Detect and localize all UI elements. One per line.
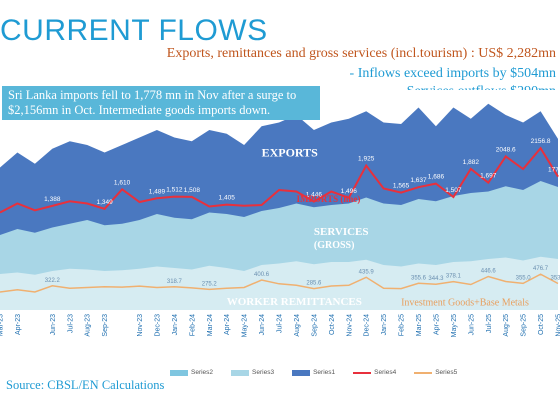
x-tick-label: Oct-24 (329, 314, 336, 335)
x-tick-label: Nov-24 (346, 314, 353, 337)
data-label: 355.6 (411, 275, 427, 281)
x-tick-label: Feb-24 (189, 314, 196, 336)
data-label: 2156.8 (531, 138, 551, 145)
x-tick-label: Aug-24 (294, 314, 301, 337)
data-label: 1,882 (463, 159, 480, 166)
legend-swatch (353, 371, 372, 374)
x-tick-label: Nov-23 (137, 314, 144, 337)
x-tick-label: Mar-23 (0, 314, 5, 336)
legend-item-series1: Series1 (292, 369, 335, 376)
legend-item-series2: Series2 (170, 369, 213, 376)
x-tick-label: May-25 (451, 314, 458, 337)
data-label: 1,610 (114, 179, 131, 186)
x-tick-label: Aug-23 (85, 314, 92, 337)
legend-swatch (231, 369, 250, 376)
investment-goods-line (0, 273, 559, 293)
data-label: 318.7 (167, 279, 183, 285)
data-label: 344.3 (428, 276, 444, 282)
legend-label: Series2 (191, 369, 214, 376)
data-label: 1,349 (96, 199, 113, 206)
chart-annotation: WORKER REMITTANCES (227, 296, 362, 308)
x-tick-label: Jan-25 (381, 314, 388, 336)
x-tick-label: Sep-25 (521, 314, 528, 337)
data-label: 1,565 (393, 183, 410, 190)
x-tick-label: Apr-23 (15, 314, 22, 335)
data-label: 1,925 (358, 156, 375, 163)
data-label: 1,512 (166, 187, 183, 194)
x-tick-label: Jun-23 (50, 314, 57, 336)
data-label: 400.6 (254, 272, 270, 278)
data-label: 378.1 (446, 274, 462, 280)
x-tick-label: Aug-25 (503, 314, 510, 337)
x-tick-label: Sep-23 (102, 314, 109, 337)
note-box: Sri Lanka imports fell to 1,778 mn in No… (2, 86, 320, 120)
x-tick-label: Dec-23 (154, 314, 161, 337)
x-tick-label: Nov-25 (556, 314, 560, 337)
legend-swatch (414, 371, 433, 374)
x-tick-label: Jun-24 (259, 314, 266, 336)
chart-annotation: (GROSS) (314, 240, 355, 251)
chart-annotation: IMPORTS (line) (296, 194, 360, 204)
legend-swatch (170, 369, 188, 376)
x-tick-label: Jun-25 (468, 314, 475, 336)
data-label: 1,637 (410, 177, 427, 184)
legend-label: Series1 (313, 369, 336, 376)
summary-inflows: Exports, remittances and gross services … (166, 46, 556, 61)
legend-swatch (292, 369, 311, 376)
chart-annotation: EXPORTS (262, 145, 319, 159)
data-label: 1,388 (44, 196, 61, 203)
data-label: 1,507 (445, 187, 462, 194)
data-label: 446.6 (481, 269, 497, 275)
x-tick-label: Oct-25 (538, 314, 545, 335)
legend-item-series3: Series3 (231, 369, 274, 376)
data-label: 2048.6 (496, 146, 516, 153)
legend: Series2 Series3 Series1 Series4 Series5 (170, 369, 457, 376)
legend-item-series5: Series5 (414, 369, 457, 376)
x-tick-label: Mar-24 (207, 314, 214, 336)
data-label: 1,496 (341, 188, 358, 195)
imports-line (0, 146, 559, 214)
data-label: 285.6 (306, 281, 322, 287)
x-tick-label: Jul-23 (67, 314, 74, 333)
data-label: 476.7 (533, 266, 549, 272)
x-tick-label: May-24 (242, 314, 249, 337)
legend-label: Series5 (435, 369, 458, 376)
data-label: 355.0 (516, 275, 532, 281)
page-title: CURRENT FLOWS (0, 14, 268, 47)
x-tick-label: Jul-24 (277, 314, 284, 333)
data-label: 1778.5 (548, 167, 560, 174)
x-tick-label: Apr-25 (433, 314, 440, 335)
source-note: Source: CBSL/EN Calculations (6, 378, 165, 392)
data-label: 435.9 (359, 269, 375, 275)
x-tick-label: Apr-24 (224, 314, 231, 335)
data-label: 1,508 (184, 187, 201, 194)
data-label: 1,489 (149, 188, 166, 195)
x-tick-label: Jan-24 (172, 314, 179, 336)
data-label: 275.2 (202, 281, 218, 287)
data-label: 1,686 (428, 174, 445, 181)
data-label: 1,446 (306, 192, 323, 199)
x-tick-label: Mar-25 (416, 314, 423, 336)
x-tick-label: Jul-25 (486, 314, 493, 333)
data-label: 1,697 (480, 173, 497, 180)
legend-label: Series3 (252, 369, 275, 376)
x-tick-label: Sep-24 (311, 314, 318, 337)
legend-item-series4: Series4 (353, 369, 396, 376)
x-tick-label: Feb-25 (399, 314, 406, 336)
data-label: 322.2 (45, 278, 61, 284)
summary-excess: - Inflows exceed imports by $504mn (349, 66, 556, 81)
chart-annotation: SERVICES (314, 226, 369, 238)
data-label: 353.2 (550, 276, 560, 282)
x-tick-label: Dec-24 (364, 314, 371, 337)
chart-annotation: Investment Goods+Base Metals (401, 298, 529, 309)
legend-label: Series4 (374, 369, 397, 376)
data-label: 1,405 (219, 195, 236, 202)
